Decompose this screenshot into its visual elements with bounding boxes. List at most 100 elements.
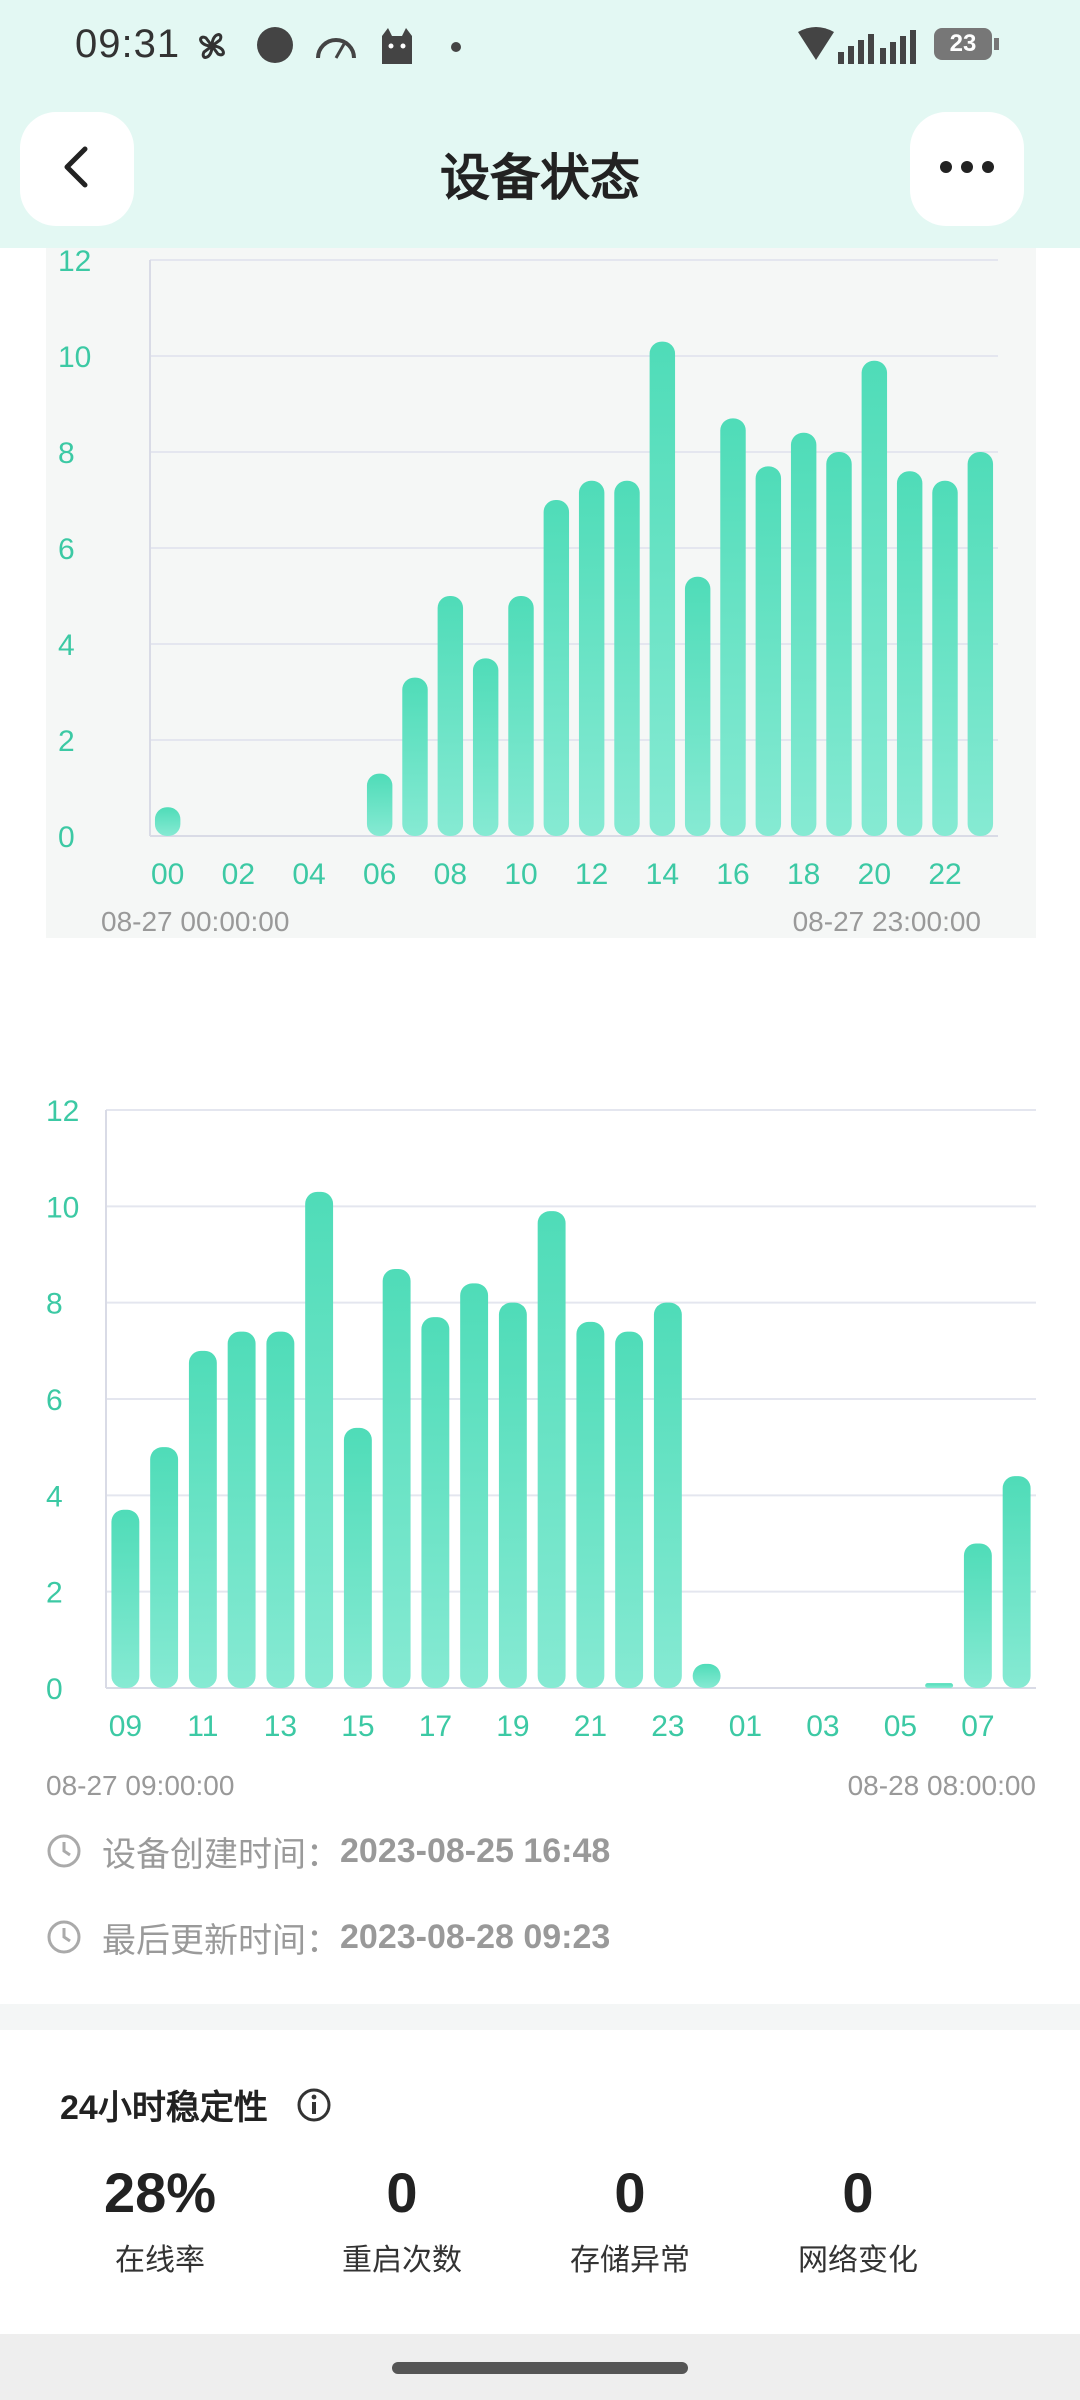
bar[interactable] (692, 1663, 721, 1688)
hourly-chart-24h: 0 2 4 6 8 10 12 09 11 13 15 17 19 21 23 01 03 05 07 08-27 … (0, 1080, 1080, 1820)
bar[interactable] (498, 1302, 527, 1688)
bar[interactable] (537, 1211, 566, 1688)
bar[interactable] (227, 1331, 256, 1688)
bar[interactable] (1002, 1476, 1031, 1688)
x-tick-label: 09 (109, 1710, 142, 1743)
battery-icon: 23 (934, 28, 999, 60)
bar[interactable] (382, 1268, 411, 1688)
status-bar: 09:31 23 (0, 0, 1080, 96)
y-tick-label: 8 (58, 437, 75, 470)
updated-time-value: 2023-08-28 09:23 (340, 1917, 611, 1956)
bar[interactable] (266, 1331, 295, 1688)
bar[interactable] (963, 1543, 992, 1689)
bar[interactable] (154, 807, 181, 836)
bar[interactable] (653, 1302, 682, 1688)
bar[interactable] (720, 418, 746, 836)
stat-storage-errors: 0 存储异常 (530, 2160, 730, 2279)
bar[interactable] (343, 1427, 372, 1688)
bar[interactable] (508, 596, 534, 836)
bar[interactable] (615, 1331, 644, 1688)
back-button[interactable] (20, 112, 134, 226)
bar[interactable] (437, 596, 464, 836)
home-indicator[interactable] (392, 2362, 688, 2374)
created-time-row: 设备创建时间： 2023-08-25 16:48 (46, 1826, 610, 1876)
x-tick-label: 19 (496, 1710, 529, 1743)
stat-label: 存储异常 (570, 2244, 690, 2277)
bar[interactable] (896, 471, 923, 836)
chart-2-svg: 0 2 4 6 8 10 12 09 11 13 15 17 19 21 23 01 03 05 07 (46, 1095, 1036, 1743)
bar[interactable] (460, 1283, 489, 1688)
info-icon[interactable] (296, 2087, 332, 2123)
stat-network-changes: 0 网络变化 (758, 2160, 958, 2279)
bar[interactable] (932, 480, 958, 836)
bar[interactable] (111, 1509, 140, 1688)
x-tick-label: 01 (729, 1710, 762, 1743)
x-tick-label: 00 (151, 858, 184, 891)
x-tick-label: 22 (928, 858, 961, 891)
y-tick-label: 4 (58, 629, 75, 662)
bar[interactable] (150, 1447, 179, 1688)
bar[interactable] (578, 480, 605, 836)
stat-restart-count: 0 重启次数 (302, 2160, 502, 2279)
circle-icon (256, 26, 294, 69)
chevron-left-icon (57, 143, 97, 196)
bar[interactable] (967, 452, 994, 836)
bar[interactable] (826, 452, 852, 836)
bar[interactable] (684, 576, 711, 836)
cat-icon (378, 26, 416, 71)
bar[interactable] (543, 500, 570, 836)
bar[interactable] (755, 466, 782, 836)
y-tick-label: 10 (58, 341, 91, 374)
bar[interactable] (649, 341, 676, 836)
signal-icon (836, 28, 916, 69)
navigation-bar (0, 2334, 1080, 2400)
x-tick-label: 20 (858, 858, 891, 891)
created-time-label: 设备创建时间： (102, 1835, 340, 1874)
x-tick-label: 23 (651, 1710, 684, 1743)
top-app-bar: 设备状态 (0, 96, 1080, 248)
y-tick-label: 2 (46, 1577, 63, 1610)
x-tick-label: 10 (504, 858, 537, 891)
x-tick-label: 06 (363, 858, 396, 891)
bar[interactable] (188, 1350, 217, 1688)
bar[interactable] (305, 1191, 334, 1688)
page-title: 设备状态 (440, 150, 640, 206)
dot-icon (450, 40, 462, 58)
bar[interactable] (472, 658, 499, 836)
chart-2-range-end: 08-28 08:00:00 (847, 1770, 1036, 1801)
y-tick-label: 10 (46, 1191, 79, 1224)
y-tick-label: 6 (58, 533, 75, 566)
bar[interactable] (366, 773, 393, 836)
wifi-icon (796, 26, 836, 69)
y-tick-label: 2 (58, 725, 75, 758)
section-divider (0, 2004, 1080, 2030)
more-button[interactable] (910, 112, 1024, 226)
hourly-chart-day: 0 2 4 6 8 10 12 00 02 04 06 08 10 12 14 16 18 20 22 08-27 … (46, 245, 1036, 938)
x-tick-label: 16 (716, 858, 749, 891)
chart-1-range-start: 08-27 00:00:00 (101, 906, 290, 937)
x-tick-label: 07 (961, 1710, 994, 1743)
updated-time-row: 最后更新时间： 2023-08-28 09:23 (46, 1912, 610, 1962)
stability-title-text: 24小时稳定性 (60, 2089, 268, 2127)
bar[interactable] (925, 1683, 954, 1688)
stat-value: 0 (386, 2161, 418, 2224)
x-tick-label: 11 (187, 1710, 218, 1743)
x-tick-label: 15 (341, 1710, 374, 1743)
more-dots-icon (939, 160, 995, 179)
x-tick-label: 18 (787, 858, 820, 891)
y-tick-label: 12 (46, 1095, 79, 1128)
bar[interactable] (576, 1321, 605, 1688)
y-tick-label: 8 (46, 1288, 63, 1321)
bar[interactable] (402, 677, 428, 836)
bar[interactable] (861, 360, 888, 836)
y-tick-label: 12 (58, 248, 91, 278)
x-tick-label: 03 (806, 1710, 839, 1743)
chart-2-range-start: 08-27 09:00:00 (46, 1770, 235, 1801)
bar[interactable] (614, 480, 640, 836)
bar[interactable] (790, 432, 817, 836)
y-tick-label: 4 (46, 1480, 63, 1513)
stat-value: 0 (614, 2161, 646, 2224)
y-tick-label: 0 (46, 1673, 63, 1706)
bar[interactable] (421, 1317, 450, 1688)
